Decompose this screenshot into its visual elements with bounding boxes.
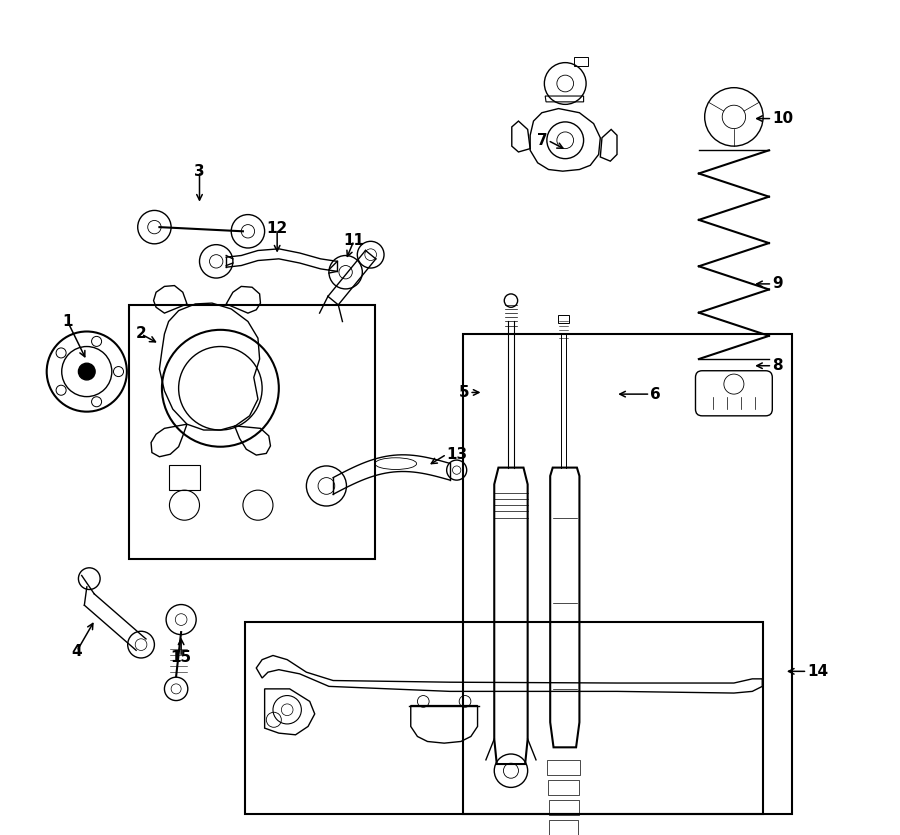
Text: 9: 9 [772, 276, 783, 291]
Bar [463, 334, 792, 814]
Text: 15: 15 [171, 650, 192, 665]
Text: 5: 5 [459, 385, 469, 400]
Text: 10: 10 [772, 111, 794, 126]
Text: 13: 13 [446, 447, 468, 462]
Text: 12: 12 [266, 221, 288, 236]
Bar [168, 465, 201, 490]
Circle shape [78, 363, 95, 380]
Text: 1: 1 [62, 314, 73, 329]
Text: 4: 4 [71, 644, 82, 659]
Bar [246, 622, 763, 814]
Bar [129, 305, 374, 559]
Text: 7: 7 [537, 133, 548, 148]
Text: 11: 11 [344, 233, 364, 248]
Text: 2: 2 [136, 326, 147, 342]
Text: 6: 6 [651, 387, 661, 402]
Text: 3: 3 [194, 164, 205, 179]
Text: 8: 8 [772, 358, 783, 373]
Text: 14: 14 [807, 664, 829, 679]
